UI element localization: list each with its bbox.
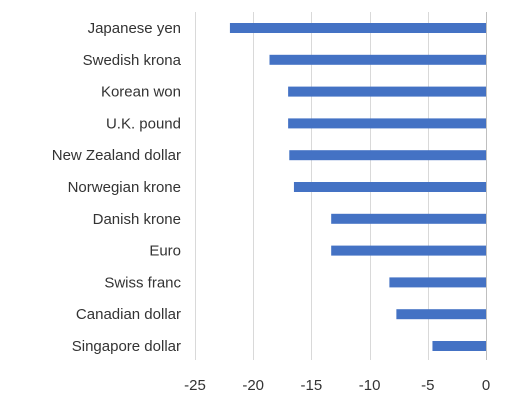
category-label: Norwegian krone [68, 179, 181, 196]
bar [389, 277, 486, 288]
x-tick-label: -10 [359, 377, 381, 394]
bar [289, 150, 486, 161]
x-tick-label: -20 [242, 377, 264, 394]
x-tick-label: -25 [184, 377, 206, 394]
bar [269, 54, 486, 65]
category-label: Japanese yen [88, 20, 181, 37]
category-label: Euro [149, 243, 181, 260]
bars [229, 23, 487, 351]
category-label: Singapore dollar [72, 338, 181, 355]
bar [288, 118, 486, 129]
category-label: New Zealand dollar [52, 147, 181, 164]
bar [432, 341, 486, 351]
bar [229, 23, 487, 33]
category-label: Swedish krona [83, 52, 182, 69]
bar [331, 213, 486, 224]
bar [288, 86, 486, 97]
category-label: U.K. pound [106, 115, 181, 132]
category-label: Swiss franc [104, 274, 181, 291]
x-tick-label: -15 [301, 377, 323, 394]
category-labels: Japanese yen Swedish krona Korean won U.K. … [52, 20, 182, 355]
bar [396, 309, 486, 320]
category-label: Canadian dollar [76, 306, 181, 323]
x-axis-tick-labels: -25 -20 -15 -10 -5 0 [184, 377, 490, 394]
category-label: Korean won [101, 84, 181, 101]
x-tick-label: 0 [482, 377, 490, 394]
category-label: Danish krone [93, 211, 181, 228]
bar [293, 182, 486, 192]
bar [331, 245, 486, 256]
x-tick-label: -5 [421, 377, 434, 394]
